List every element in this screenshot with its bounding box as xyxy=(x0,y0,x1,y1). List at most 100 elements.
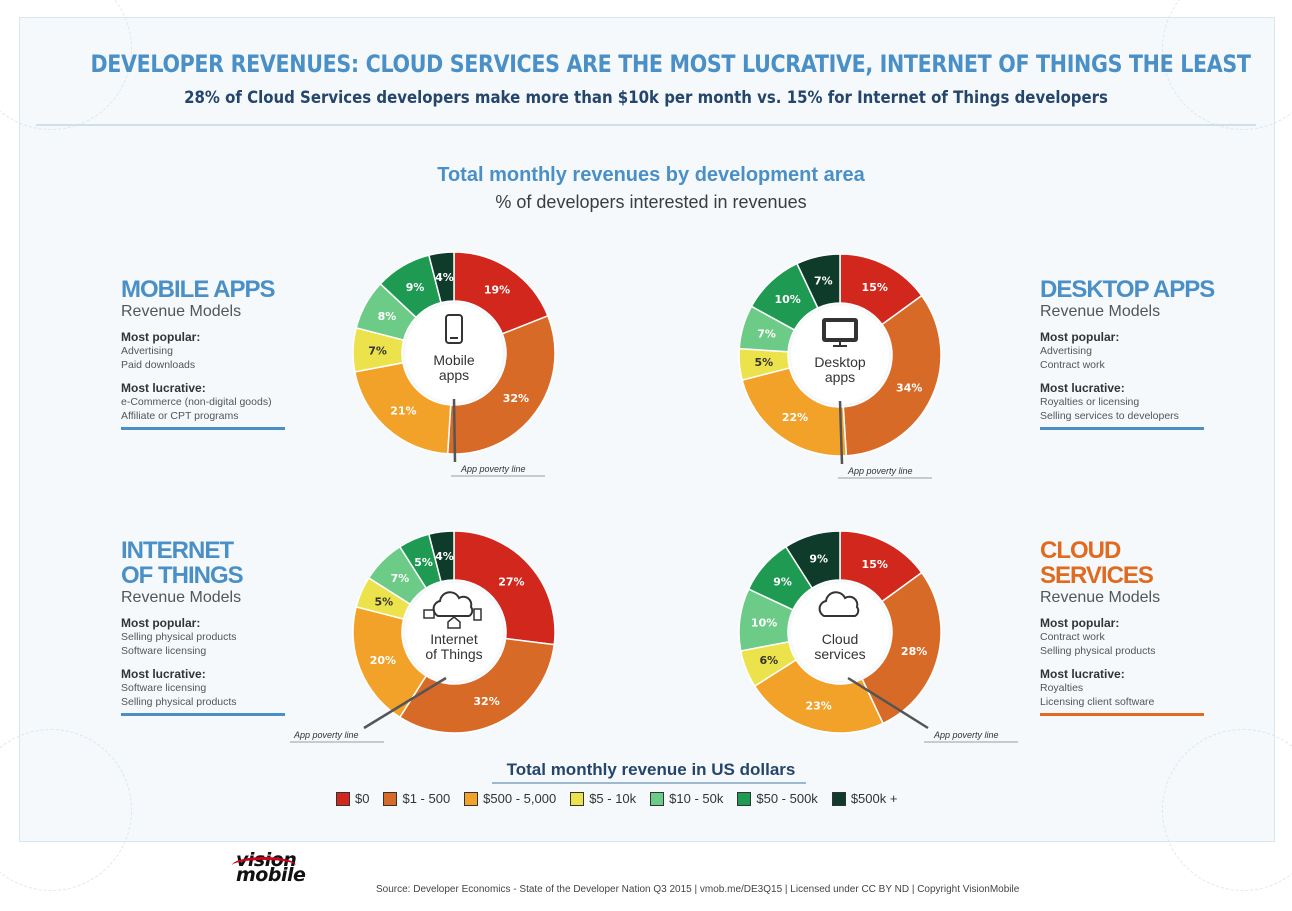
most-lucrative-label: Most lucrative: xyxy=(121,381,206,395)
slice-cloud-6 xyxy=(784,530,841,590)
lucrative-item: e-Commerce (non-digital goods) xyxy=(121,396,272,408)
slice-label: 27% xyxy=(498,575,524,588)
panel-subtitle: Revenue Models xyxy=(1040,589,1161,606)
legend-item: $500 - 5,000 xyxy=(464,791,556,806)
smartphone-icon xyxy=(445,314,463,344)
slice-cloud-2 xyxy=(753,658,885,734)
panel-rule xyxy=(121,713,285,716)
legend-label: $1 - 500 xyxy=(402,791,451,806)
slice-label: 5% xyxy=(414,556,433,569)
lucrative-item: Selling physical products xyxy=(121,696,237,708)
legend-item: $1 - 500 xyxy=(383,791,450,806)
slice-desktop-1 xyxy=(842,294,942,457)
logo-swoosh xyxy=(232,857,296,874)
slice-label: 6% xyxy=(760,654,779,667)
slice-label: 9% xyxy=(809,553,828,566)
legend-item: $0 xyxy=(336,791,369,806)
poverty-line-pointer xyxy=(363,676,447,730)
slice-label: 22% xyxy=(782,411,808,424)
most-popular-label: Most popular: xyxy=(121,330,201,344)
most-lucrative-label: Most lucrative: xyxy=(121,667,206,681)
legend-title: Total monthly revenue in US dollars xyxy=(506,760,796,779)
slice-label: 7% xyxy=(757,328,776,341)
panel-subtitle: Revenue Models xyxy=(121,589,242,606)
legend-swatch xyxy=(336,791,350,806)
slice-label: 34% xyxy=(896,382,922,395)
slice-desktop-6 xyxy=(795,253,841,309)
slice-label: 7% xyxy=(391,572,410,585)
donut-center xyxy=(791,583,889,681)
legend-label: $500k + xyxy=(850,791,898,806)
slice-iot-2 xyxy=(352,605,428,719)
slice-label: 4% xyxy=(435,271,454,284)
poverty-line-label: App poverty line xyxy=(293,730,359,740)
slice-label: 15% xyxy=(862,558,888,571)
poverty-line-pointer xyxy=(452,398,457,463)
slice-label: 7% xyxy=(814,274,833,287)
panel-subtitle: Revenue Models xyxy=(1040,303,1161,320)
donut-center-label: Cloud xyxy=(822,631,859,647)
most-popular-label: Most popular: xyxy=(1040,616,1120,630)
legend-item: $10 - 50k xyxy=(650,791,723,806)
legend: $0 $1 - 500 $500 - 5,000 $5 - 10k $10 - 50k $… xyxy=(336,791,897,806)
slice-iot-0 xyxy=(453,530,556,646)
slice-label: 4% xyxy=(435,550,454,563)
legend-label: $10 - 50k xyxy=(669,791,724,806)
legend-title-rule xyxy=(492,782,806,784)
chart-subtitle: % of developers interested in revenues xyxy=(495,192,807,212)
most-popular-label: Most popular: xyxy=(121,616,201,630)
panel-desktop-apps: DESKTOP APPS Revenue Models Most popular… xyxy=(1040,277,1215,430)
popular-item: Selling physical products xyxy=(121,631,237,643)
popular-item: Contract work xyxy=(1040,631,1105,643)
popular-item: Software licensing xyxy=(121,645,207,657)
slice-mobile-1 xyxy=(446,314,556,455)
poverty-line-pointer xyxy=(847,676,929,730)
slice-label: 10% xyxy=(751,616,777,629)
legend-swatch xyxy=(831,791,846,806)
slice-label: 19% xyxy=(484,284,510,297)
slice-label: 32% xyxy=(503,392,529,405)
slice-label: 5% xyxy=(374,596,393,609)
popular-item: Contract work xyxy=(1040,359,1105,371)
donut-center-label: Desktop xyxy=(814,354,866,370)
legend-swatch xyxy=(650,791,665,806)
panel-internet-of-things: INTERNET OF THINGS Revenue Models Most p… xyxy=(121,538,296,716)
iot-cloud-icon xyxy=(423,591,482,629)
slice-label: 21% xyxy=(390,404,416,417)
panel-rule xyxy=(121,427,285,430)
donut-center-label: services xyxy=(814,646,865,662)
page-title: DEVELOPER REVENUES: CLOUD SERVICES ARE T… xyxy=(90,50,1251,78)
lucrative-item: Affiliate or CPT programs xyxy=(121,410,239,422)
slice-label: 23% xyxy=(805,699,831,712)
legend-item: $500k + xyxy=(831,791,898,806)
slice-iot-1 xyxy=(398,637,556,734)
legend-label: $500 - 5,000 xyxy=(483,791,557,806)
slice-label: 20% xyxy=(370,654,396,667)
popular-item: Paid downloads xyxy=(121,359,196,371)
slice-label: 28% xyxy=(901,645,927,658)
panel-cloud-services: CLOUD SERVICES Revenue Models Most popul… xyxy=(1040,538,1215,716)
donut-center-label: Mobile xyxy=(433,352,474,368)
legend-item: $5 - 10k xyxy=(570,791,636,806)
legend-label: $0 xyxy=(355,791,370,806)
donut-center-label: apps xyxy=(439,367,469,383)
lucrative-item: Royalties xyxy=(1040,682,1084,694)
slice-desktop-2 xyxy=(741,367,848,457)
most-lucrative-label: Most lucrative: xyxy=(1040,667,1125,681)
slice-mobile-6 xyxy=(427,251,455,304)
source-note: Source: Developer Economics - State of t… xyxy=(376,884,1020,895)
panel-rule xyxy=(1040,713,1204,716)
donut-center xyxy=(791,306,889,404)
slice-label: 32% xyxy=(473,695,499,708)
panel-title: CLOUD SERVICES xyxy=(1040,537,1154,589)
page-subtitle: 28% of Cloud Services developers make mo… xyxy=(184,88,1108,108)
monitor-icon xyxy=(822,318,858,347)
poverty-line-pointer xyxy=(838,400,844,465)
poverty-line-label: App poverty line xyxy=(933,730,999,740)
lucrative-item: Licensing client software xyxy=(1040,696,1155,708)
legend-swatch xyxy=(383,791,398,806)
legend-swatch xyxy=(464,791,479,806)
